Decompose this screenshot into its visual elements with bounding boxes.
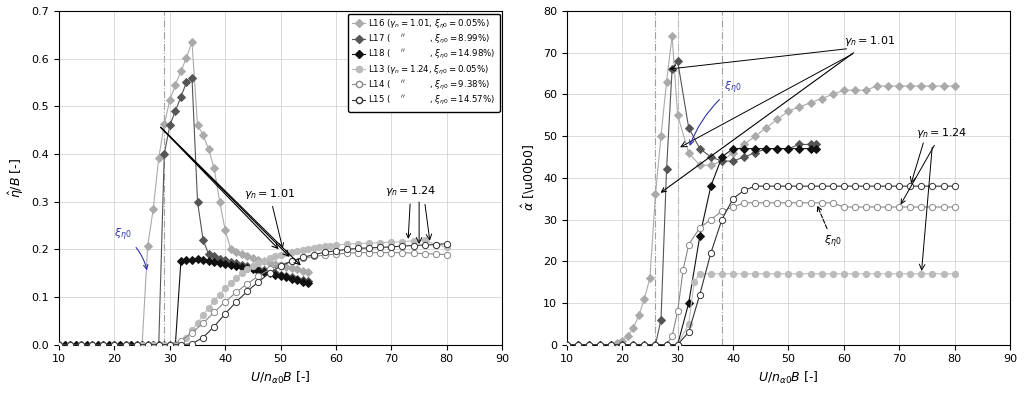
Text: $\gamma_n = 1.01$: $\gamma_n = 1.01$ bbox=[244, 187, 295, 248]
Y-axis label: $\hat{\alpha}$ [\u00b0]: $\hat{\alpha}$ [\u00b0] bbox=[520, 144, 538, 211]
Text: $\gamma_n = 1.01$: $\gamma_n = 1.01$ bbox=[662, 34, 895, 192]
Text: $\gamma_n = 1.24$: $\gamma_n = 1.24$ bbox=[385, 184, 436, 238]
Text: $\xi_{\eta0}$: $\xi_{\eta0}$ bbox=[114, 227, 147, 269]
Text: $\xi_{\eta0}$: $\xi_{\eta0}$ bbox=[689, 80, 741, 145]
Text: $\xi_{\eta0}$: $\xi_{\eta0}$ bbox=[817, 207, 842, 250]
X-axis label: $U/n_{\alpha0}B$ [-]: $U/n_{\alpha0}B$ [-] bbox=[250, 370, 311, 386]
Y-axis label: $\hat{\eta}/B$ [-]: $\hat{\eta}/B$ [-] bbox=[7, 158, 26, 198]
Text: $\gamma_n = 1.24$: $\gamma_n = 1.24$ bbox=[901, 126, 967, 204]
X-axis label: $U/n_{\alpha0}B$ [-]: $U/n_{\alpha0}B$ [-] bbox=[758, 370, 819, 386]
Legend: L16 ($\gamma_n = 1.01$, $\xi_{\eta0} = 0.05\%$), L17 (    $^{\prime\prime}$     : L16 ($\gamma_n = 1.01$, $\xi_{\eta0} = 0… bbox=[348, 13, 500, 112]
